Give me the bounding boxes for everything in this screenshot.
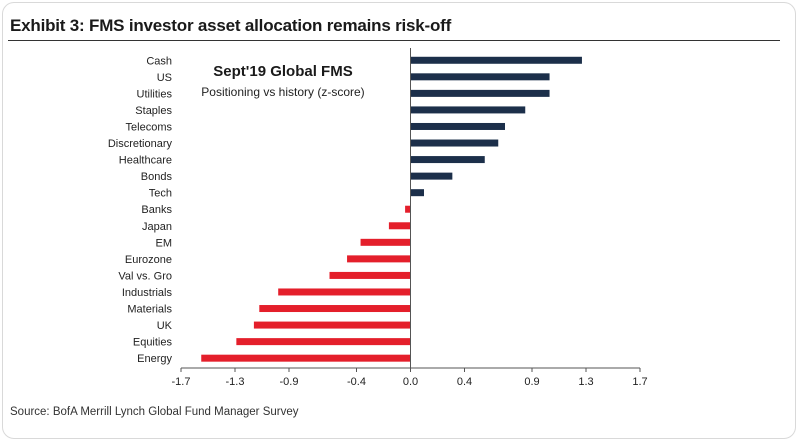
category-label: Utilities — [137, 88, 173, 100]
bar-em — [360, 238, 411, 246]
x-tick-label: -0.4 — [347, 376, 366, 388]
category-label: Staples — [135, 105, 172, 117]
category-label: Eurozone — [125, 254, 172, 266]
category-label: EM — [156, 237, 173, 249]
category-label: Cash — [146, 55, 172, 67]
source-note: Source: BofA Merrill Lynch Global Fund M… — [10, 406, 299, 418]
x-tick-label: -1.7 — [172, 376, 191, 388]
bar-uk — [253, 321, 411, 329]
bar-materials — [259, 305, 411, 313]
bar-val-vs-gro — [329, 271, 411, 279]
x-tick-label: 0.0 — [403, 376, 418, 388]
category-label: Materials — [127, 304, 172, 316]
x-tick-label: -1.3 — [226, 376, 245, 388]
bar-healthcare — [410, 156, 485, 164]
bars-group — [201, 56, 582, 362]
bar-us — [410, 73, 550, 81]
bar-bonds — [410, 172, 453, 180]
title-divider — [8, 40, 780, 41]
category-label: Val vs. Gro — [118, 270, 172, 282]
category-label: Japan — [142, 221, 172, 233]
x-tick-label: 0.4 — [457, 376, 472, 388]
bar-cash — [410, 56, 582, 64]
category-label: Discretionary — [108, 138, 173, 150]
bar-industrials — [278, 288, 411, 296]
category-label: US — [157, 72, 172, 84]
chart-title: Sept'19 Global FMS — [213, 63, 352, 80]
bar-japan — [388, 222, 411, 230]
bar-staples — [410, 106, 526, 114]
category-label: Tech — [149, 188, 172, 200]
category-label: Bonds — [141, 171, 173, 183]
category-label: Equities — [133, 337, 173, 349]
category-label: Industrials — [122, 287, 173, 299]
bar-eurozone — [347, 255, 411, 263]
category-label: Banks — [141, 204, 172, 216]
chart-subtitle: Positioning vs history (z-score) — [201, 85, 364, 99]
bar-tech — [410, 189, 424, 197]
category-label: UK — [157, 320, 173, 332]
x-tick-label: 1.7 — [632, 376, 647, 388]
category-label: Healthcare — [119, 155, 172, 167]
x-tick-label: 1.3 — [578, 376, 593, 388]
exhibit-frame — [2, 2, 796, 439]
category-labels: Cash US Utilities Staples Telecoms Discretion… — [108, 55, 173, 365]
category-label: Energy — [137, 353, 172, 365]
bar-banks — [405, 205, 411, 213]
x-axis-ticks: -1.7 -1.3 -0.9 -0.4 0.0 0.4 0.9 1.3 1.7 — [172, 368, 648, 388]
exhibit-title: Exhibit 3: FMS investor asset allocation… — [10, 16, 452, 35]
bar-utilities — [410, 89, 550, 97]
bar-energy — [201, 354, 411, 362]
bar-telecoms — [410, 122, 505, 130]
bar-discretionary — [410, 139, 499, 147]
x-tick-label: -0.9 — [280, 376, 299, 388]
category-label: Telecoms — [126, 121, 173, 133]
x-tick-label: 0.9 — [524, 376, 539, 388]
bar-equities — [236, 338, 411, 346]
